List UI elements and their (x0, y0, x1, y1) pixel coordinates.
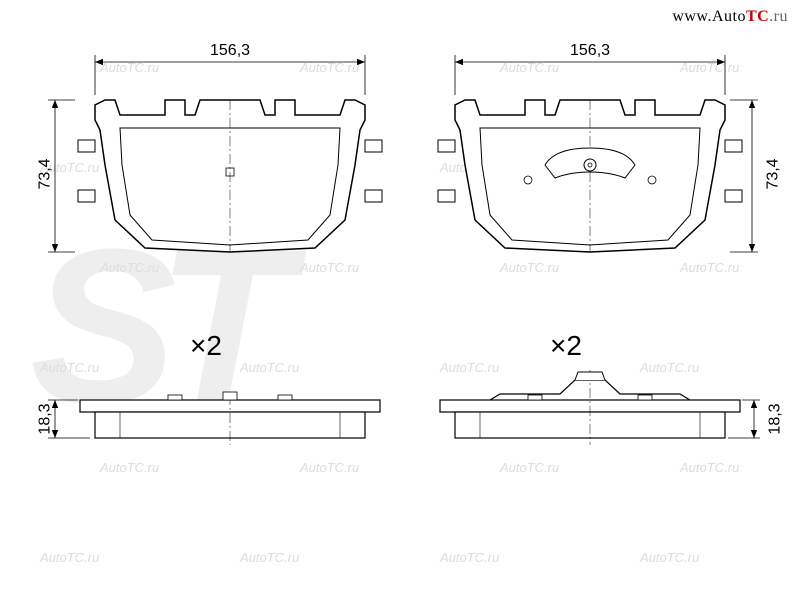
dim-height-right (730, 100, 758, 252)
dim-thick-left-label: 18,3 (37, 403, 55, 434)
technical-drawing (0, 0, 800, 600)
dim-width-left (95, 55, 365, 95)
dim-width-left-label: 156,3 (210, 42, 250, 60)
url-auto: Auto (712, 8, 746, 25)
dim-height-right-label: 73,4 (765, 158, 783, 189)
brake-pad-left-front (78, 100, 382, 252)
brake-pad-left-side (80, 392, 380, 445)
site-url: www.AutoTC.ru (672, 8, 788, 26)
qty-left: ×2 (190, 330, 222, 362)
dim-height-left-label: 73,4 (37, 158, 55, 189)
dim-width-right (455, 55, 725, 95)
brake-pad-right-side (440, 370, 740, 445)
qty-right: ×2 (550, 330, 582, 362)
url-tc: TC (746, 8, 769, 25)
brake-pad-right-front (438, 100, 742, 252)
url-ru: .ru (769, 8, 788, 25)
dim-thick-right-label: 18,3 (767, 403, 785, 434)
dim-width-right-label: 156,3 (570, 42, 610, 60)
url-www: www. (672, 8, 712, 25)
